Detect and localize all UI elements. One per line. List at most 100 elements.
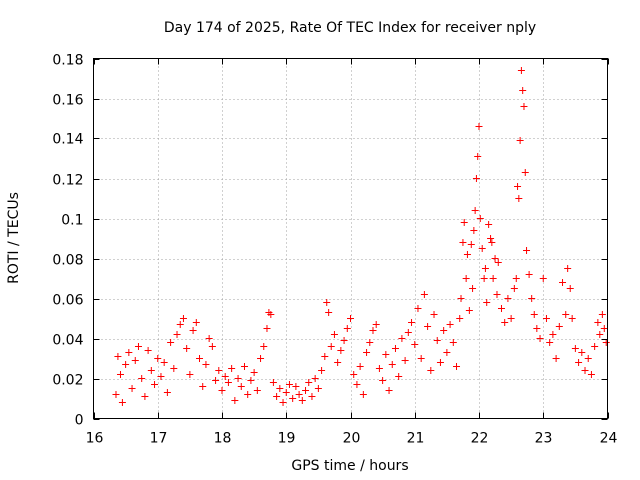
y-tick-label: 0 <box>75 413 84 429</box>
x-tick-label: 16 <box>86 431 104 447</box>
data-point <box>240 363 248 370</box>
data-point <box>369 327 377 334</box>
data-point <box>134 343 142 350</box>
x-tick-label: 23 <box>535 431 553 447</box>
data-point <box>147 367 155 374</box>
data-point <box>325 309 333 316</box>
data-point <box>231 397 239 404</box>
data-point <box>250 369 258 376</box>
data-point <box>566 285 574 292</box>
data-point <box>555 323 563 330</box>
data-point <box>112 391 120 398</box>
data-point <box>157 373 165 380</box>
x-tick-label: 19 <box>278 431 296 447</box>
data-point <box>295 391 303 398</box>
data-point <box>160 359 168 366</box>
data-point <box>424 323 432 330</box>
data-point <box>516 137 524 144</box>
data-point <box>478 245 486 252</box>
data-point <box>340 337 348 344</box>
data-point <box>594 319 602 326</box>
data-point <box>305 379 313 386</box>
data-point <box>408 319 416 326</box>
data-point <box>401 357 409 364</box>
data-point <box>237 383 245 390</box>
data-point <box>436 359 444 366</box>
data-point <box>311 375 319 382</box>
data-point <box>525 271 533 278</box>
data-point <box>257 355 265 362</box>
y-tick-label: 0.18 <box>52 53 83 69</box>
data-point <box>247 377 255 384</box>
data-point <box>494 259 502 266</box>
data-point <box>375 365 383 372</box>
data-point <box>493 291 501 298</box>
data-point <box>298 397 306 404</box>
data-point <box>244 391 252 398</box>
data-point <box>347 315 354 322</box>
data-point <box>353 381 361 388</box>
data-point <box>440 327 448 334</box>
data-point <box>141 393 149 400</box>
data-point <box>356 363 364 370</box>
data-point <box>292 383 300 390</box>
y-tick-label: 0.04 <box>52 333 83 349</box>
data-point <box>323 299 331 306</box>
x-tick-label: 20 <box>343 431 361 447</box>
data-point <box>476 215 484 222</box>
data-point <box>314 385 322 392</box>
data-point <box>584 355 592 362</box>
data-point <box>114 353 122 360</box>
data-point <box>510 285 518 292</box>
data-point <box>276 385 284 392</box>
data-point <box>327 343 335 350</box>
data-point <box>591 343 599 350</box>
data-point <box>581 367 589 374</box>
x-tick-label: 21 <box>407 431 425 447</box>
data-point <box>549 331 557 338</box>
data-point <box>481 265 489 272</box>
data-point <box>433 337 441 344</box>
data-point <box>122 361 130 368</box>
data-point <box>507 315 515 322</box>
data-point <box>542 315 550 322</box>
data-point <box>318 367 326 374</box>
data-point <box>269 379 277 386</box>
data-point <box>359 391 367 398</box>
data-point <box>530 311 538 318</box>
x-axis-label: GPS time / hours <box>291 458 408 474</box>
data-point <box>154 355 162 362</box>
data-point <box>289 395 297 402</box>
data-point <box>205 335 213 342</box>
data-point <box>267 311 275 318</box>
data-point <box>489 275 497 282</box>
data-point <box>483 299 491 306</box>
data-point <box>189 327 197 334</box>
y-tick-label: 0.12 <box>52 173 83 189</box>
data-point <box>128 385 136 392</box>
data-point <box>118 399 126 406</box>
data-point <box>151 381 159 388</box>
data-point <box>471 207 479 214</box>
data-point <box>559 279 567 286</box>
data-point <box>472 175 480 182</box>
data-point <box>571 345 579 352</box>
data-point <box>228 365 236 372</box>
data-point <box>497 305 505 312</box>
y-tick-label: 0.08 <box>52 253 83 269</box>
y-tick-label: 0.16 <box>52 93 83 109</box>
data-point <box>480 275 488 282</box>
y-axis-label: ROTI / TECUs <box>6 192 22 284</box>
data-point <box>212 377 220 384</box>
data-point <box>552 355 560 362</box>
data-point <box>199 383 207 390</box>
data-point <box>514 183 522 190</box>
plot-frame <box>93 58 608 419</box>
data-point <box>395 373 403 380</box>
y-tick-label: 0.1 <box>61 213 83 229</box>
data-point <box>186 371 194 378</box>
data-point <box>446 321 454 328</box>
data-point <box>575 359 583 366</box>
data-point <box>366 339 374 346</box>
data-point <box>459 239 467 246</box>
